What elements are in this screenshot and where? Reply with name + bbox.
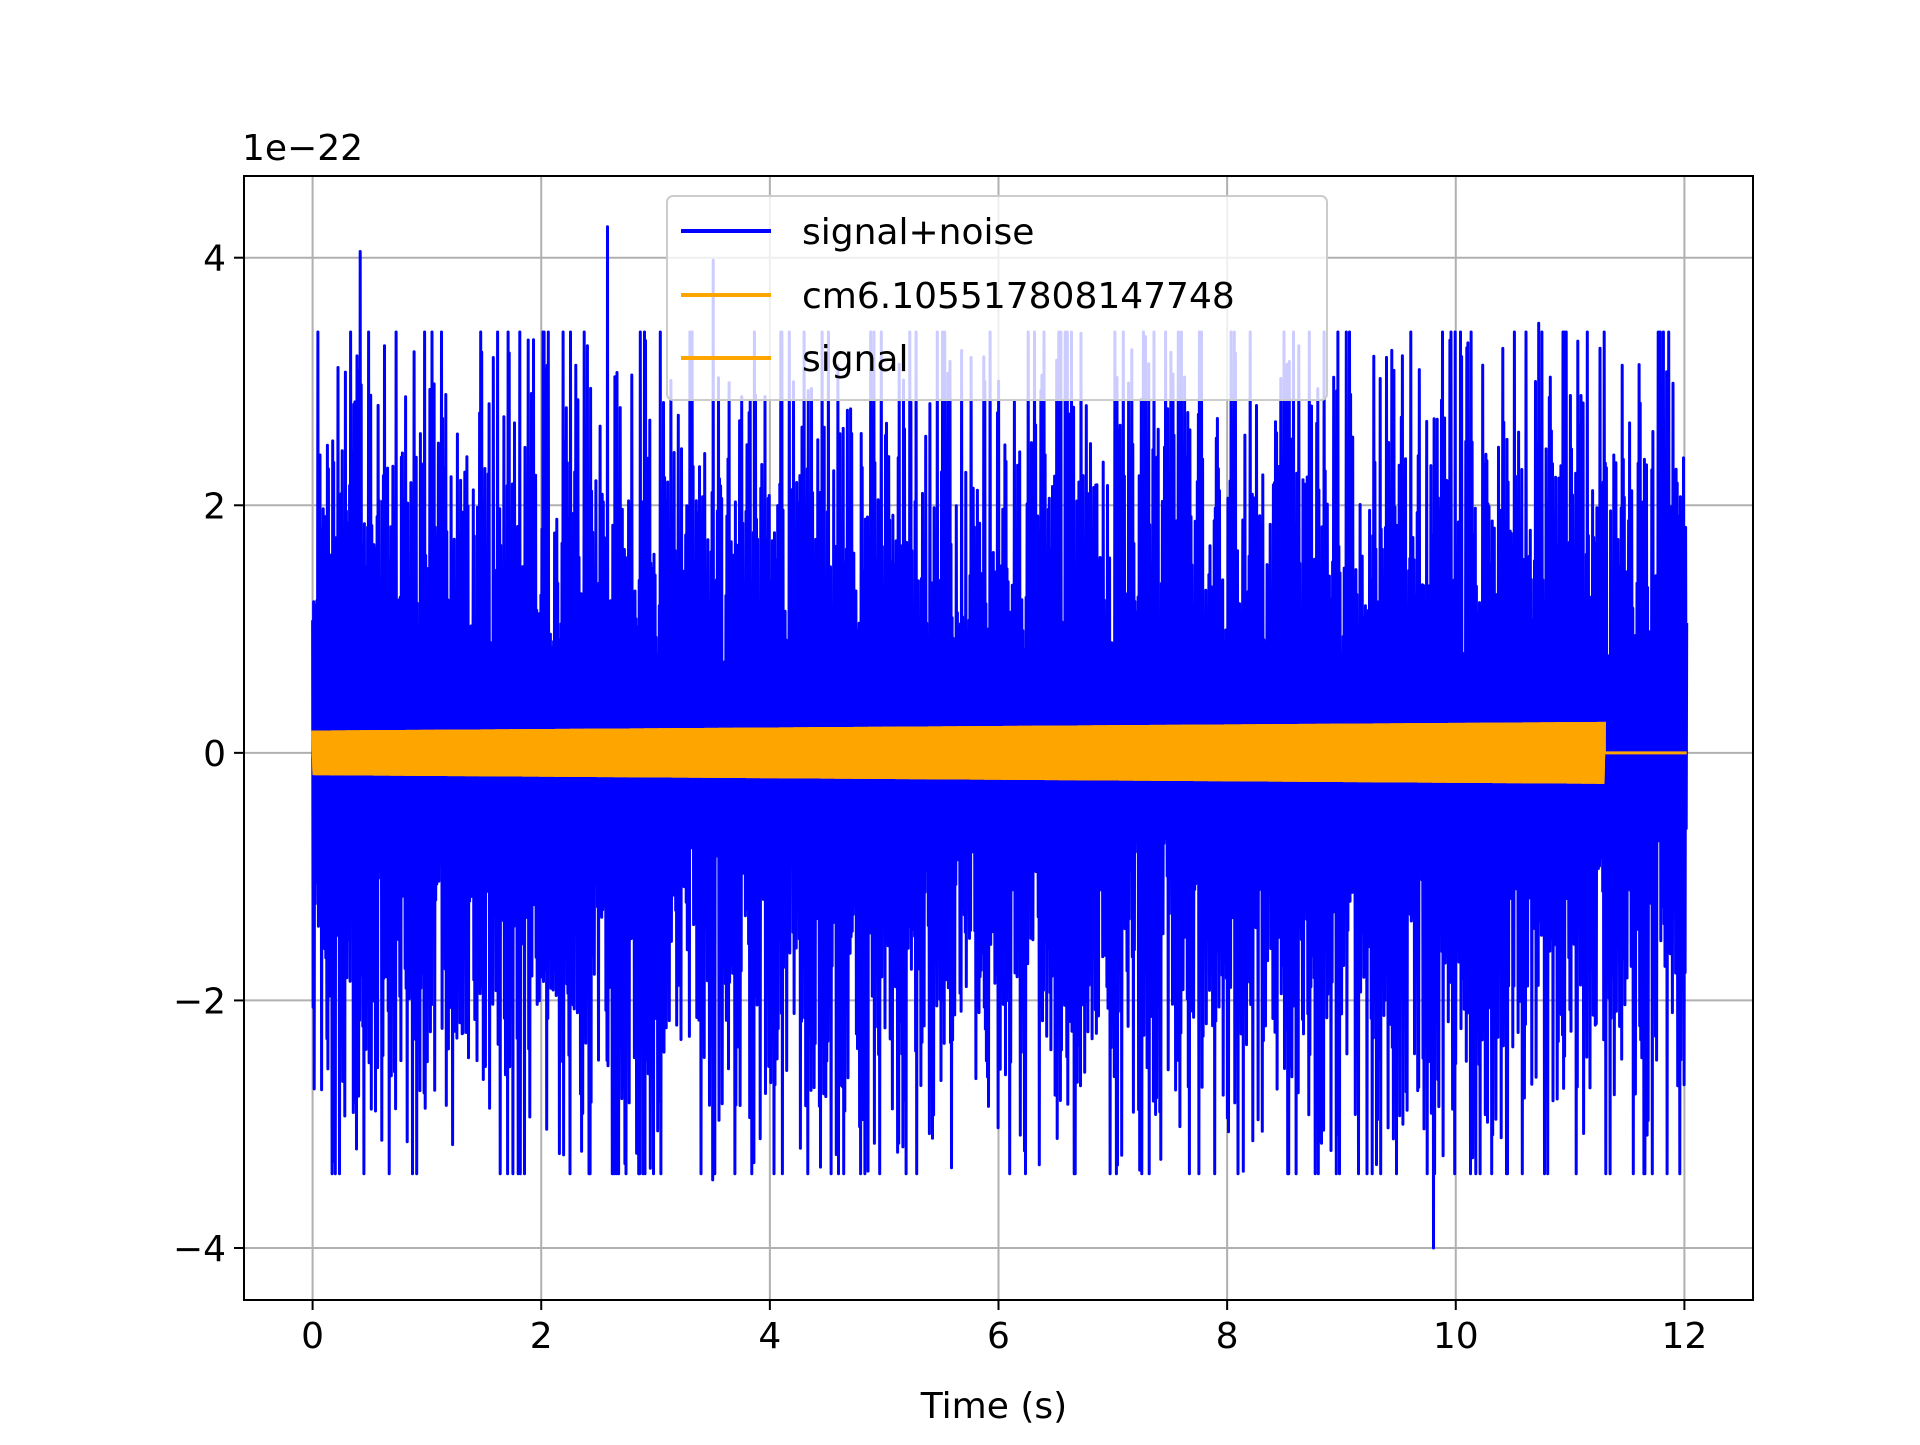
- legend-label-signal: signal: [802, 339, 909, 380]
- y-tick-label: 0: [203, 734, 226, 775]
- legend: signal+noise cm6.105517808147748 signal: [666, 195, 1328, 401]
- x-tick-label: 2: [530, 1316, 553, 1357]
- x-axis-label: Time (s): [920, 1386, 1067, 1427]
- x-tick-label: 6: [987, 1316, 1010, 1357]
- series-cm: [311, 721, 1606, 784]
- y-tick-label: 2: [203, 486, 226, 527]
- x-tick-label: 12: [1662, 1316, 1708, 1357]
- legend-label-cm: cm6.105517808147748: [802, 276, 1235, 317]
- x-tick-label: 4: [758, 1316, 781, 1357]
- x-tick-label: 10: [1433, 1316, 1479, 1357]
- legend-label-signal-noise: signal+noise: [802, 212, 1034, 253]
- x-tick-label: 8: [1216, 1316, 1239, 1357]
- ticks: 0 2 4 6 8 10 12 −4 −2 0 2 4: [173, 239, 1707, 1357]
- legend-box: [666, 195, 1328, 401]
- x-tick-label: 0: [301, 1316, 324, 1357]
- series-layer: [311, 225, 1689, 1250]
- y-tick-label: 4: [203, 239, 226, 280]
- y-tick-label: −4: [173, 1229, 226, 1270]
- y-tick-label: −2: [173, 981, 226, 1022]
- y-offset-label: 1e−22: [242, 128, 363, 169]
